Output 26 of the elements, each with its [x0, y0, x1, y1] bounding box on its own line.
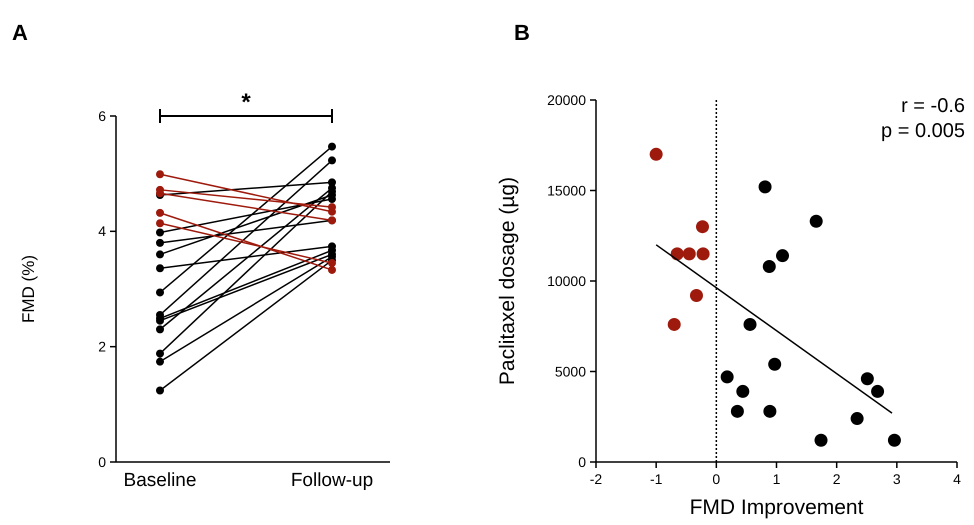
y-tick-label: 5000	[554, 363, 586, 380]
y-tick-label: 15000	[547, 182, 586, 198]
x-tick-label: -2	[590, 471, 602, 487]
chart-title: A	[12, 20, 28, 45]
x-tick-label: 1	[772, 471, 781, 487]
y-tick-label: 2	[98, 338, 106, 355]
y-tick-label: 10000	[547, 272, 586, 289]
text: *	[241, 89, 252, 116]
y-tick-label: 20000	[547, 92, 586, 108]
x-axis-title: FMD Improvement	[690, 496, 864, 519]
annotation: p = 0.005	[881, 120, 965, 142]
y-tick-label: 0	[578, 454, 586, 470]
y-axis-title: Paclitaxel dosage (µg)	[496, 176, 519, 386]
annotation: r = -0.6	[901, 95, 965, 117]
x-tick-label: 2	[832, 471, 841, 487]
x-tick-label: Follow-up	[290, 470, 374, 491]
x-tick-label: -1	[650, 471, 663, 487]
x-tick-label: 0	[712, 471, 720, 487]
x-tick-label: 3	[892, 471, 901, 487]
y-tick-label: 0	[98, 454, 106, 470]
y-axis-title: FMD (%)	[19, 255, 38, 323]
y-tick-label: 6	[98, 108, 106, 124]
x-tick-label: 4	[953, 471, 962, 487]
chart-title: B	[514, 20, 530, 45]
y-tick-label: 4	[98, 223, 106, 240]
x-tick-label: Baseline	[124, 470, 196, 491]
